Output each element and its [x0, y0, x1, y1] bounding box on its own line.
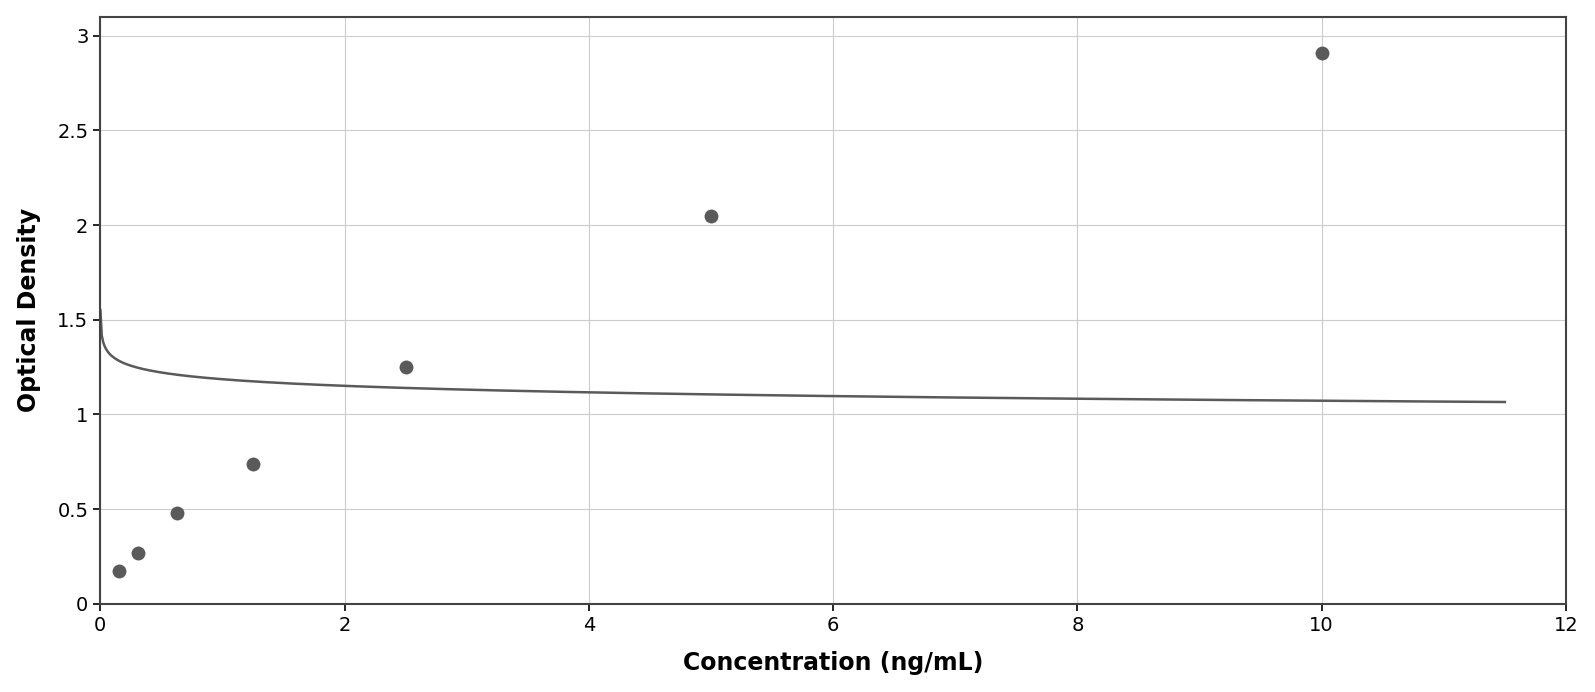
Point	[107, 565, 132, 576]
Point	[241, 458, 266, 469]
Point	[392, 361, 418, 372]
Point	[164, 507, 190, 518]
Point	[1309, 47, 1335, 58]
Y-axis label: Optical Density: Optical Density	[16, 208, 40, 412]
Point	[699, 210, 724, 221]
Point	[126, 547, 152, 558]
X-axis label: Concentration (ng/mL): Concentration (ng/mL)	[683, 651, 983, 675]
